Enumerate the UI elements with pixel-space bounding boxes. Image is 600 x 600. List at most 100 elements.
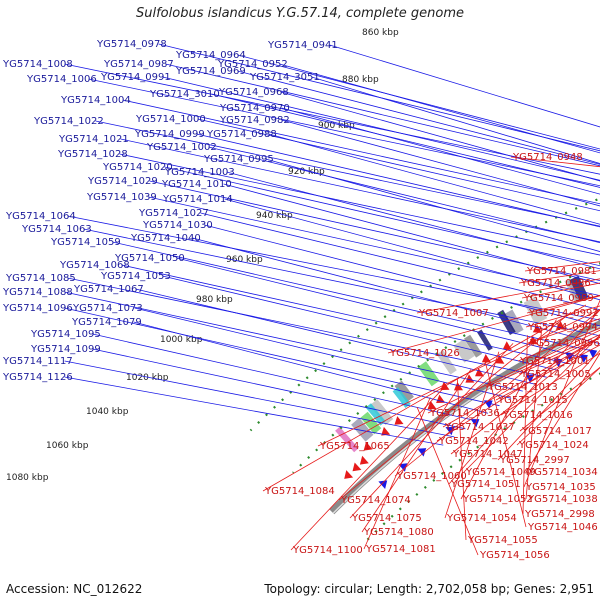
plus-gene-arrow [378, 480, 388, 489]
minus-gene-label: YG5714_1046 [527, 522, 598, 533]
blue-label-connector [237, 70, 600, 165]
plus-gene-label: YG5714_0982 [219, 115, 290, 126]
red-label-connector [416, 407, 479, 556]
blue-label-connector [67, 277, 547, 378]
plus-gene-label: YG5714_1030 [142, 220, 213, 231]
blue-label-connector [192, 237, 600, 345]
blue-label-connector [164, 166, 600, 267]
plus-gene-label: YG5714_1028 [57, 149, 128, 160]
minus-gene-arrow [475, 368, 484, 377]
minus-gene-label: YG5714_1075 [351, 513, 422, 524]
red-label-connector [523, 299, 600, 488]
plus-gene-label: YG5714_0970 [219, 103, 290, 114]
red-label-connector [436, 336, 600, 442]
plus-gene-label: YG5714_1008 [2, 59, 73, 70]
feature-block [503, 309, 524, 335]
blue-label-connector [158, 43, 600, 152]
minus-strand-label-connectors [262, 156, 600, 556]
plus-gene-label: YG5714_0941 [267, 40, 338, 51]
plus-gene-label: YG5714_1002 [146, 142, 217, 153]
minus-gene-label: YG5714_1047 [452, 449, 523, 460]
plus-gene-label: YG5714_0969 [175, 66, 246, 77]
minus-gene-arrow [495, 355, 505, 364]
scale-tick-label: 880 kbp [342, 75, 379, 85]
red-label-connector [349, 343, 514, 519]
red-label-connector [526, 294, 600, 314]
blue-label-connector [200, 212, 600, 311]
minus-gene-label: YG5714_1024 [518, 440, 589, 451]
red-label-connector [450, 335, 600, 455]
red-label-connector [525, 352, 600, 473]
blue-label-connector [92, 333, 477, 422]
blue-label-connector [83, 228, 600, 337]
minus-gene-label: YG5714_0948 [512, 152, 583, 163]
minus-gene-label: YG5714_1036 [429, 408, 500, 419]
feature-block [436, 350, 457, 375]
minus-gene-label: YG5714_1055 [467, 535, 538, 546]
feature-block [566, 275, 589, 303]
blue-label-connector [211, 93, 600, 188]
plus-gene-label: YG5714_1085 [5, 273, 76, 284]
minus-gene-label: YG5714_1081 [365, 544, 436, 555]
blue-label-connector [67, 215, 600, 321]
blue-label-connector [148, 196, 600, 297]
blue-label-connector [133, 321, 489, 414]
minus-gene-label: YG5714_1007 [418, 308, 489, 319]
red-label-connector [442, 336, 600, 428]
minus-gene-label: YG5714_1049 [465, 467, 536, 478]
plus-gene-label: YG5714_1073 [72, 303, 143, 314]
accession-label: Accession: NC_012622 [6, 582, 143, 596]
plus-gene-arrow [470, 419, 480, 428]
minus-gene-label: YG5714_0989 [523, 293, 594, 304]
minus-gene-label: YG5714_1013 [487, 382, 558, 393]
map-title: Sulfolobus islandicus Y.G.57.14, complet… [136, 6, 464, 21]
minus-gene-arrow [532, 324, 542, 333]
minus-gene-label: YG5714_1015 [497, 395, 568, 406]
blue-label-connector [196, 133, 600, 228]
blue-label-connector [165, 63, 600, 167]
plus-strand-gene-labels: YG5714_0978 YG5714_0941YG5714_0964YG5714_… [2, 39, 338, 383]
minus-gene-label: YG5714_0992 [528, 308, 599, 319]
blue-label-connector [280, 91, 600, 182]
scale-tick-label: 940 kbp [256, 211, 293, 221]
minus-gene-arrow [363, 441, 373, 451]
plus-gene-label: YG5714_1006 [26, 74, 97, 85]
minus-gene-arrow [394, 416, 404, 425]
minus-gene-label: YG5714_0994 [527, 322, 598, 333]
minus-gene-arrow [359, 455, 369, 465]
plus-gene-label: YG5714_1126 [2, 372, 73, 383]
plus-gene-label: YG5714_1059 [50, 237, 121, 248]
plus-gene-label: YG5714_0991 [100, 72, 171, 83]
plus-gene-label: YG5714_3051 [249, 72, 320, 83]
red-label-connector [387, 295, 600, 354]
red-label-connector [495, 344, 600, 401]
minus-gene-label: YG5714_1001 [519, 356, 590, 367]
blue-label-connector [64, 376, 444, 446]
minus-gene-label: YG5714_1005 [520, 369, 591, 380]
plus-gene-label: YG5714_0988 [206, 129, 277, 140]
plus-strand-label-connectors [64, 43, 600, 446]
blue-label-connector [204, 224, 600, 327]
blue-label-connector [64, 307, 500, 407]
minus-gene-label: YG5714_2998 [524, 509, 595, 520]
plus-gene-label: YG5714_1096 [2, 303, 73, 314]
blue-label-connector [112, 241, 596, 352]
red-label-connector [463, 334, 600, 473]
blue-label-connector [162, 275, 559, 371]
red-label-connector [516, 367, 600, 446]
feature-block [453, 339, 475, 363]
red-label-connector [416, 278, 600, 314]
plus-gene-label: YG5714_1099 [30, 344, 101, 355]
plus-gene-label: YG5714_1064 [5, 211, 76, 222]
plus-gene-label: YG5714_1068 [59, 260, 130, 271]
feature-block [335, 426, 359, 453]
red-label-connector [317, 308, 600, 447]
minus-gene-label: YG5714_1042 [438, 436, 509, 447]
blue-label-connector [223, 183, 600, 285]
blue-label-connector [135, 288, 535, 385]
blue-label-connector [95, 120, 600, 227]
minus-gene-label: YG5714_1052 [462, 494, 533, 505]
minus-gene-arrow [352, 462, 362, 472]
blue-label-connector [281, 119, 600, 207]
red-label-connector [394, 309, 600, 477]
